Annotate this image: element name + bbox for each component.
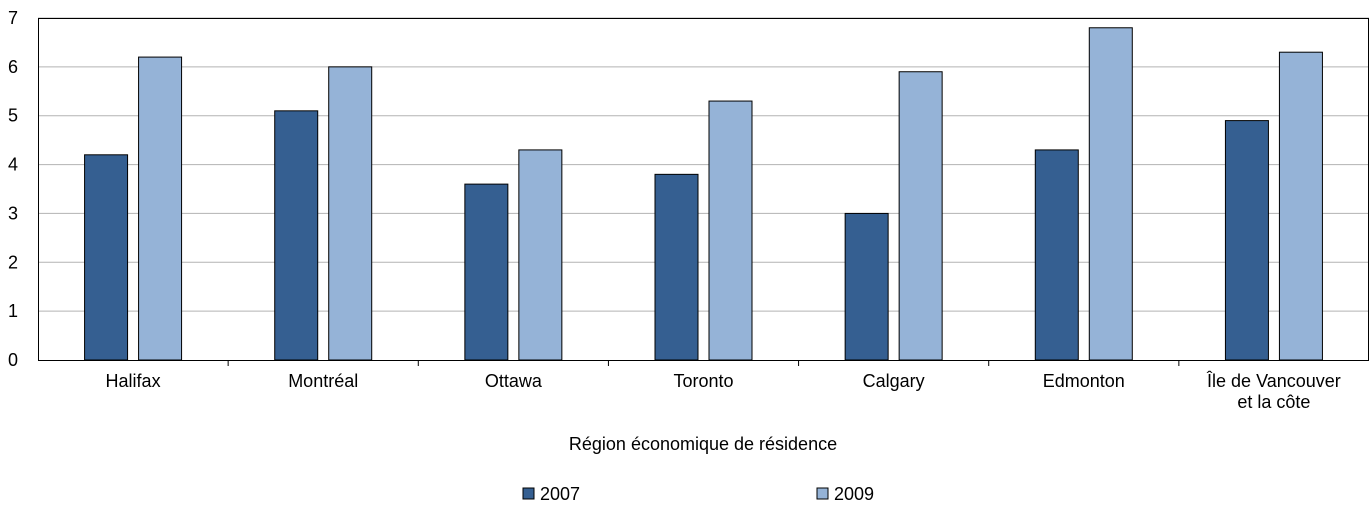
y-tick-label: 3 — [8, 203, 18, 223]
bar-2007 — [464, 183, 509, 361]
legend-swatch-2007 — [522, 487, 535, 500]
gridlines — [38, 17, 1369, 312]
y-tick-label: 4 — [8, 155, 18, 175]
x-category-label: Île de Vancouver et la côte — [1206, 371, 1341, 412]
legend-swatch-2009 — [816, 487, 829, 500]
legend-label-2009: 2009 — [834, 484, 874, 504]
bar-2007 — [1224, 120, 1269, 361]
bar-2009 — [138, 56, 183, 361]
y-tick-label: 1 — [8, 301, 18, 321]
legend: 2007 2009 — [522, 484, 874, 504]
bar-2009 — [898, 71, 943, 361]
bar-2007 — [84, 154, 129, 361]
plot-frame — [38, 18, 1369, 361]
x-category-label: Ottawa — [485, 371, 543, 391]
y-tick-label: 7 — [8, 8, 18, 28]
y-tick-label: 0 — [8, 350, 18, 370]
y-tick-label: 5 — [8, 106, 18, 126]
x-category-label: Edmonton — [1043, 371, 1125, 391]
x-category-label: Toronto — [673, 371, 733, 391]
x-category-label: Montréal — [288, 371, 358, 391]
x-axis-label: Région économique de résidence — [569, 434, 837, 454]
y-tick-labels: 0 1 2 3 4 5 6 7 — [8, 8, 18, 370]
bar-2009 — [328, 66, 373, 361]
bar-2009 — [1278, 51, 1323, 361]
legend-label-2007: 2007 — [540, 484, 580, 504]
axes — [38, 18, 1369, 366]
bar-2007 — [274, 110, 319, 361]
bar-2007 — [1034, 149, 1079, 361]
bar-2009 — [708, 100, 753, 361]
x-category-label: Calgary — [863, 371, 925, 391]
bar-2007 — [844, 212, 889, 361]
bar-2009 — [518, 149, 563, 361]
bar-2009 — [1088, 27, 1133, 361]
x-category-labels: Halifax Montréal Ottawa Toronto Calgary Edmon… — [106, 371, 1341, 412]
y-tick-label: 6 — [8, 57, 18, 77]
y-tick-label: 2 — [8, 252, 18, 272]
bars — [84, 27, 1323, 361]
x-category-label: Halifax — [106, 371, 161, 391]
bar-2007 — [654, 173, 699, 361]
